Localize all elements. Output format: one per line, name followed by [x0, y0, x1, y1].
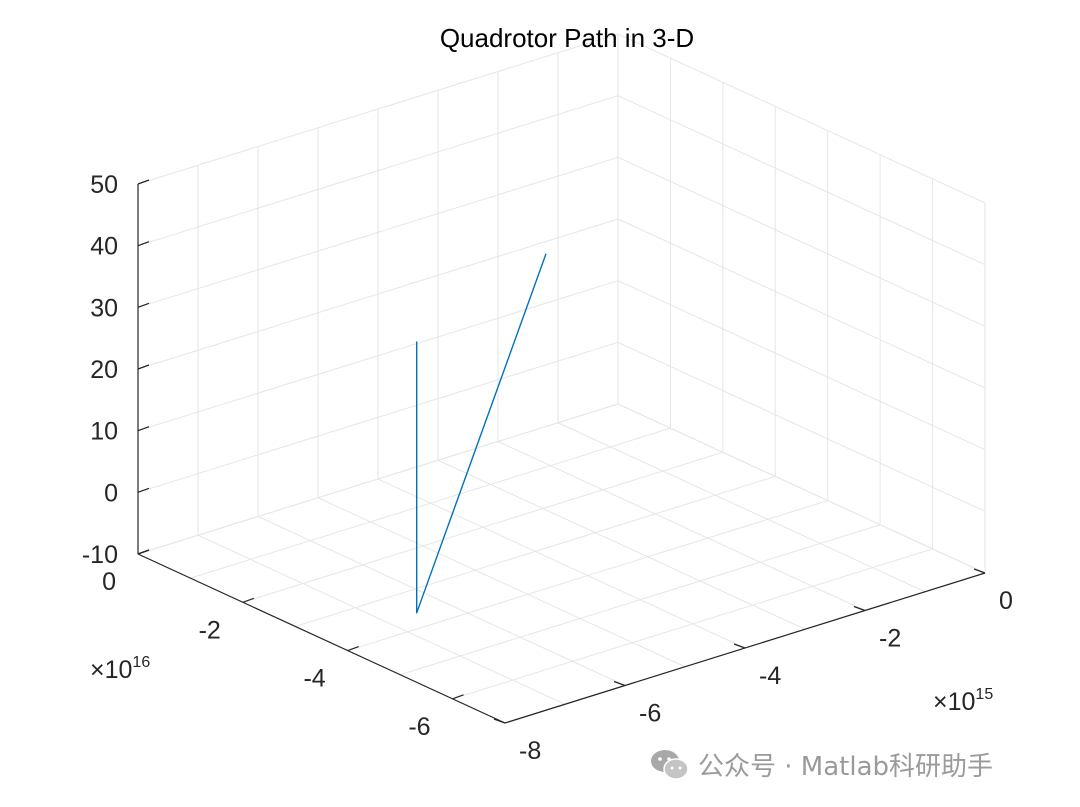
- floor-grid-line: [557, 422, 926, 593]
- floor-grid-line: [437, 459, 806, 630]
- x-tick: [242, 597, 255, 603]
- y-tick-label: -2: [879, 625, 901, 653]
- data-series: [416, 253, 547, 614]
- x-tick-label: -6: [408, 713, 430, 741]
- z-tick-label: 0: [104, 479, 118, 507]
- z-tick-label: -10: [82, 541, 118, 569]
- x-tick-label: -4: [303, 665, 325, 693]
- grid-lines: [137, 33, 986, 724]
- x-tick: [452, 694, 464, 700]
- y-tick-label: -6: [639, 700, 661, 728]
- z-tick: [137, 241, 150, 247]
- x-tick: [347, 646, 359, 652]
- z-tick: [137, 302, 150, 308]
- y-tick: [853, 605, 866, 612]
- y-tick: [493, 718, 506, 724]
- floor-grid-line: [377, 478, 746, 649]
- y-tick: [973, 568, 986, 574]
- side-wall-grid-line: [617, 218, 986, 389]
- back-wall-grid-line: [137, 341, 619, 493]
- watermark: 公众号 · Matlab科研助手: [650, 746, 993, 783]
- x-axis-multiplier: ×1016: [90, 654, 150, 684]
- side-wall-grid-line: [617, 95, 986, 266]
- side-wall-grid-line: [617, 341, 986, 512]
- z-tick: [137, 487, 150, 493]
- z-tick-label: 10: [90, 418, 118, 446]
- back-wall-grid-line: [137, 156, 619, 308]
- z-tick: [137, 426, 150, 432]
- wechat-icon: [651, 749, 689, 780]
- x-tick-label: 0: [102, 568, 116, 596]
- axes: [137, 179, 986, 724]
- x-axis-line: [137, 553, 506, 724]
- side-wall-grid-line: [617, 280, 986, 451]
- y-axis-multiplier: ×1015: [933, 686, 993, 716]
- z-tick: [137, 179, 150, 185]
- floor-grid-line: [257, 516, 626, 686]
- chart-title: Quadrotor Path in 3-D: [440, 23, 694, 53]
- y-tick-label: 0: [999, 587, 1013, 615]
- z-tick-label: 20: [90, 356, 118, 384]
- side-wall-grid-line: [617, 403, 986, 574]
- watermark-text: 公众号 · Matlab科研助手: [698, 752, 994, 782]
- back-wall-grid-line: [137, 280, 619, 432]
- x-tick: [137, 549, 150, 555]
- series-line: [416, 253, 547, 614]
- y-tick-label: -4: [759, 662, 781, 690]
- z-tick-label: 40: [90, 233, 118, 261]
- floor-grid-line: [317, 497, 686, 668]
- floor-grid-line: [197, 534, 566, 705]
- back-wall-grid-line: [137, 95, 619, 247]
- floor-grid-line: [497, 441, 866, 611]
- y-tick: [613, 680, 626, 687]
- side-wall-grid-line: [617, 156, 986, 327]
- side-wall-grid-line: [617, 33, 986, 204]
- z-tick-label: 30: [90, 294, 118, 322]
- y-tick-label: -8: [519, 737, 541, 765]
- back-wall-grid-line: [137, 218, 619, 370]
- back-wall-grid-line: [137, 403, 619, 555]
- z-tick: [137, 364, 150, 370]
- y-tick: [733, 643, 746, 649]
- x-tick-label: -2: [199, 616, 221, 644]
- back-wall-grid-line: [137, 33, 619, 185]
- z-tick-label: 50: [90, 171, 118, 199]
